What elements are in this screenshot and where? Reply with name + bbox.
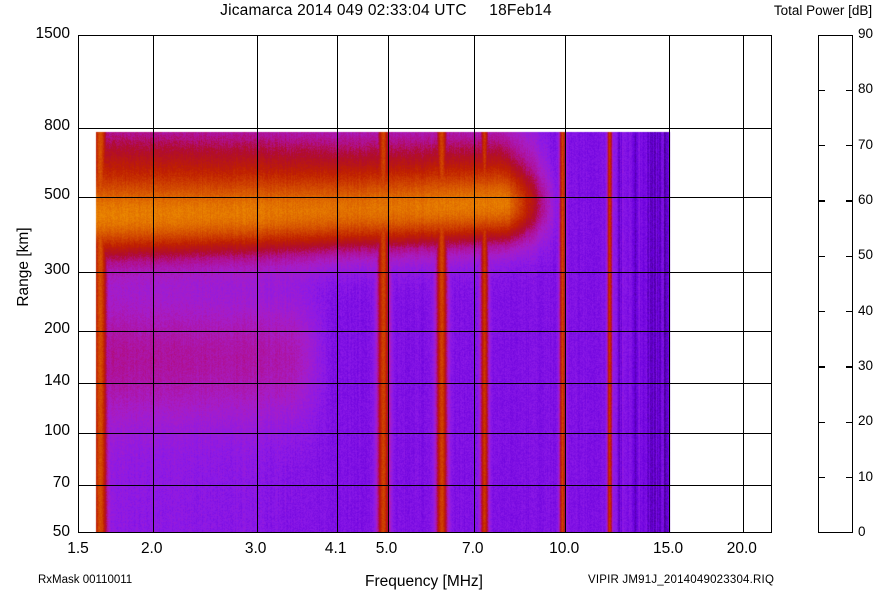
gridline-vertical — [742, 36, 744, 532]
colorbar-tick-mark — [818, 421, 825, 424]
colorbar-tick-label: 10 — [858, 468, 874, 484]
colorbar-tick-label: 70 — [858, 136, 874, 152]
colorbar-tick-mark — [818, 200, 825, 202]
colorbar-tick-mark — [846, 144, 853, 147]
colorbar-title: Total Power [dB] — [773, 3, 873, 18]
gridline-vertical — [669, 36, 671, 532]
x-axis-tick-label: 1.5 — [67, 540, 89, 557]
colorbar-tick-label: 40 — [858, 302, 874, 318]
gridline-horizontal — [79, 128, 771, 130]
gridline-horizontal — [79, 484, 771, 486]
footer-rxmask: RxMask 00110011 — [38, 574, 133, 586]
gridline-vertical — [565, 36, 567, 532]
colorbar-tick-mark — [846, 89, 853, 92]
spectrogram-image[interactable] — [79, 36, 771, 532]
colorbar-tick-label: 50 — [858, 247, 874, 263]
x-axis-tick-label: 15.0 — [652, 540, 684, 557]
gridline-vertical — [256, 36, 258, 532]
gridline-vertical — [152, 36, 154, 532]
y-axis-tick-label: 1500 — [35, 25, 70, 42]
y-axis-tick-label: 200 — [44, 320, 70, 338]
gridline-horizontal — [79, 331, 771, 333]
gridline-horizontal — [79, 271, 771, 273]
y-axis-label: Range [km] — [15, 227, 32, 307]
colorbar[interactable] — [818, 35, 853, 533]
x-axis-tick-label: 5.0 — [375, 540, 398, 557]
colorbar-tick-mark — [818, 255, 825, 258]
colorbar-tick-label: 20 — [858, 413, 874, 429]
y-axis-tick-label: 140 — [44, 372, 70, 390]
colorbar-tick-label: 30 — [858, 358, 874, 373]
y-axis-tick-label: 70 — [52, 473, 70, 491]
page-title: Jicamarca 2014 049 02:33:04 UTC 18Feb14 — [220, 2, 552, 19]
y-axis-tick-label: 100 — [44, 421, 70, 439]
colorbar-tick-mark — [818, 144, 825, 147]
colorbar-tick-label: 60 — [858, 192, 874, 207]
colorbar-tick-mark — [818, 366, 825, 368]
gridline-horizontal — [79, 432, 771, 434]
x-axis-tick-label: 4.1 — [324, 540, 347, 557]
gridline-vertical — [336, 36, 338, 532]
y-axis-tick-label: 50 — [52, 523, 70, 540]
colorbar-tick-mark — [818, 89, 825, 92]
x-axis-label: Frequency [MHz] — [364, 573, 483, 590]
colorbar-tick-mark — [846, 366, 853, 368]
gridline-vertical — [473, 36, 475, 532]
colorbar-tick-label: 0 — [858, 524, 866, 539]
y-axis-tick-label: 300 — [44, 260, 70, 278]
colorbar-tick-mark — [818, 476, 825, 479]
x-axis-tick-label: 10.0 — [549, 540, 580, 557]
colorbar-tick-mark — [846, 200, 853, 202]
colorbar-tick-mark — [846, 476, 853, 479]
x-axis-tick-label: 7.0 — [461, 540, 484, 557]
gridline-vertical — [387, 36, 389, 532]
colorbar-tick-label: 90 — [858, 26, 874, 41]
plot-area[interactable] — [79, 36, 771, 532]
colorbar-tick-mark — [846, 255, 853, 258]
x-axis-tick-label: 3.0 — [244, 540, 267, 557]
footer-filename: VIPIR JM91J_2014049023304.RIQ — [588, 574, 775, 586]
colorbar-tick-mark — [846, 310, 853, 313]
x-axis-tick-label: 2.0 — [140, 540, 163, 557]
colorbar-tick-mark — [846, 421, 853, 424]
x-axis-tick-label: 20.0 — [726, 540, 757, 557]
y-axis-tick-label: 800 — [44, 117, 70, 135]
plot-frame — [78, 35, 772, 533]
gridline-horizontal — [79, 383, 771, 385]
colorbar-tick-label: 80 — [858, 81, 874, 97]
colorbar-tick-mark — [818, 310, 825, 313]
y-axis-tick-label: 500 — [44, 185, 70, 203]
gridline-horizontal — [79, 196, 771, 199]
